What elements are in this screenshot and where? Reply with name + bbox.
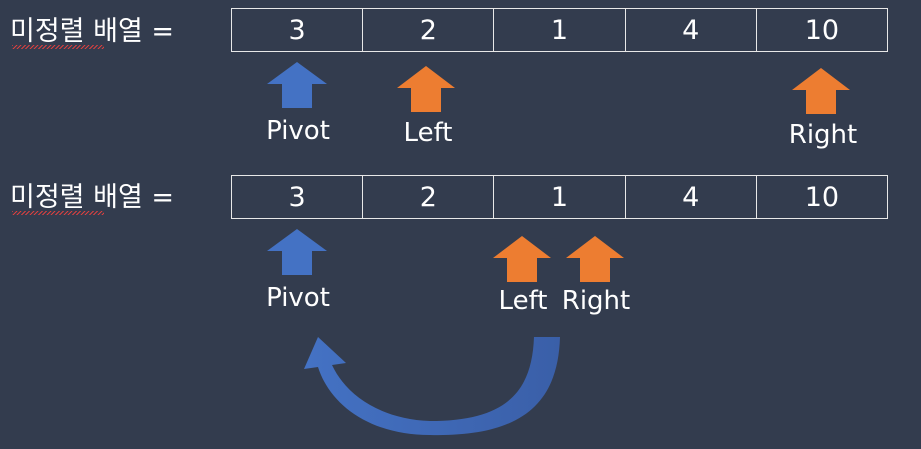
array-row-1: 3 2 1 4 10 [231, 8, 888, 52]
left-arrow-icon [493, 236, 551, 282]
pivot-arrow-icon [267, 62, 327, 108]
array-cell: 1 [494, 176, 626, 218]
array-cell: 4 [626, 9, 757, 51]
array-cell: 10 [804, 181, 840, 213]
left-arrow-icon [397, 66, 455, 112]
array-cell: 1 [494, 9, 626, 51]
array-cell: 2 [363, 9, 495, 51]
right-arrow-icon [566, 236, 624, 282]
right-label-1: Right [788, 120, 858, 150]
swap-curve-arrow-icon [304, 337, 560, 436]
array-cell: 10 [804, 14, 840, 46]
pivot-label-1: Pivot [266, 116, 330, 146]
left-label-2: Left [498, 286, 548, 316]
spellcheck-underline-1 [12, 45, 104, 49]
array-cell: 3 [232, 9, 364, 51]
pivot-label-2: Pivot [266, 283, 330, 313]
array-cell: 2 [363, 176, 495, 218]
right-label-2: Right [561, 286, 631, 316]
spellcheck-underline-2 [12, 211, 104, 215]
array-cell: 3 [232, 176, 364, 218]
right-arrow-icon [792, 68, 850, 114]
left-label-1: Left [403, 118, 453, 148]
array-cell: 4 [626, 176, 757, 218]
array-label-2: 미정렬 배열 = [10, 182, 174, 213]
pivot-arrow-icon [267, 229, 327, 275]
array-row-2: 3 2 1 4 10 [231, 175, 888, 219]
array-label-1: 미정렬 배열 = [10, 16, 174, 47]
